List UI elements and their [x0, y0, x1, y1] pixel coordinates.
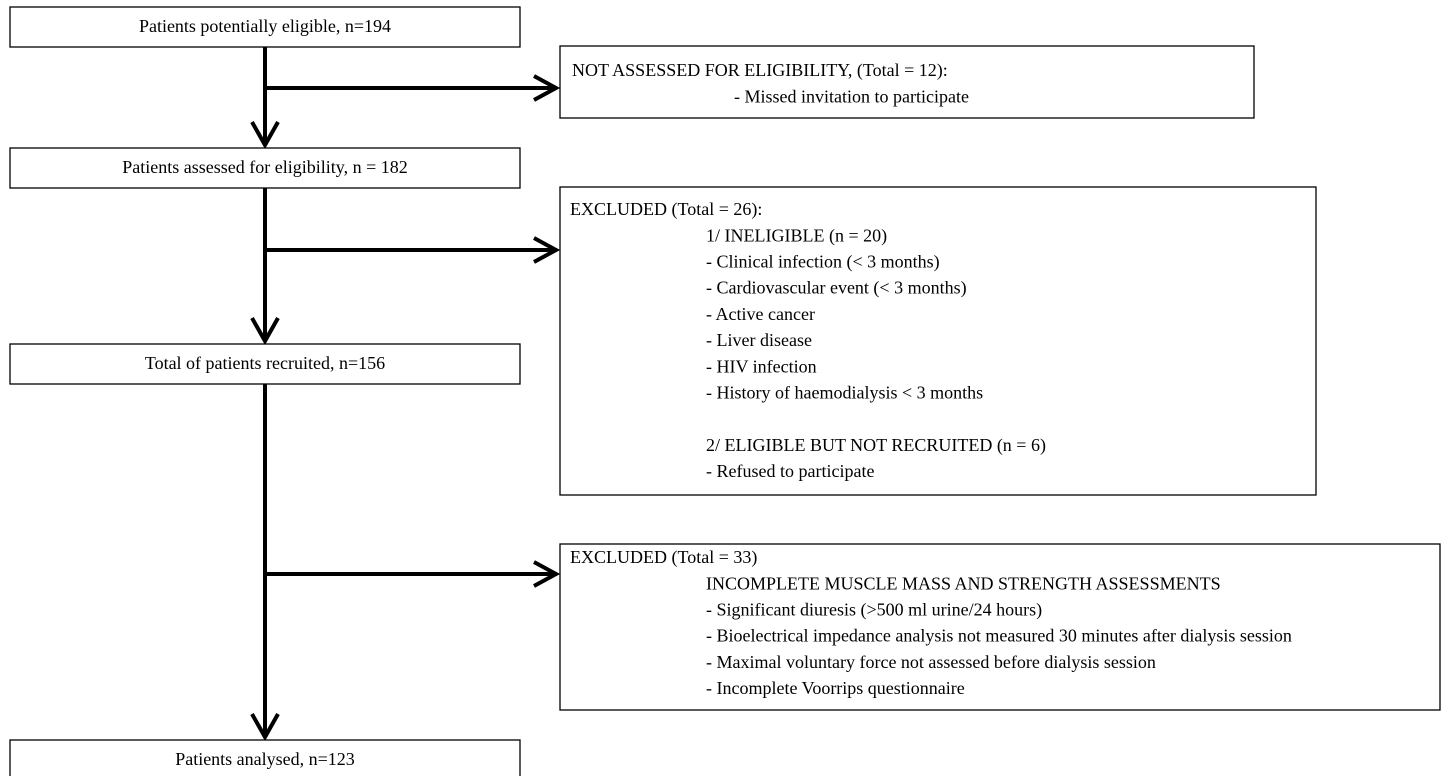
- node-label: Total of patients recruited, n=156: [145, 353, 385, 373]
- arrowhead: [533, 74, 561, 102]
- node-box: [9, 6, 521, 48]
- arrowhead: [250, 317, 280, 346]
- node-label: Patients potentially eligible, n=194: [139, 16, 391, 36]
- exclusion-title: EXCLUDED (Total = 33): [570, 547, 757, 568]
- exclusion-item: - Maximal voluntary force not assessed b…: [706, 652, 1156, 672]
- exclusion-item: - Active cancer: [706, 304, 815, 324]
- exclusion-item: - Significant diuresis (>500 ml urine/24…: [706, 600, 1042, 621]
- exclusion-title: NOT ASSESSED FOR ELIGIBILITY, (Total = 1…: [572, 60, 948, 81]
- exclusion-item: - Incomplete Voorrips questionnaire: [706, 678, 965, 698]
- exclusion-item: - Bioelectrical impedance analysis not m…: [706, 626, 1292, 646]
- exclusion-box: [559, 543, 1441, 711]
- group-heading: 2/ ELIGIBLE BUT NOT RECRUITED (n = 6): [706, 435, 1046, 456]
- exclusion-title: EXCLUDED (Total = 26):: [570, 199, 762, 220]
- exclusion-item: - Cardiovascular event (< 3 months): [706, 278, 967, 299]
- exclusion-item: - Clinical infection (< 3 months): [706, 252, 940, 273]
- node-box: [9, 343, 521, 385]
- arrowhead: [250, 713, 280, 742]
- node-box: [9, 739, 521, 776]
- exclusion-item: - Refused to participate: [706, 461, 874, 481]
- exclusion-box: [559, 186, 1317, 496]
- group-heading: 1/ INELIGIBLE (n = 20): [706, 225, 887, 246]
- arrowhead: [533, 236, 561, 264]
- exclusion-item: - HIV infection: [706, 356, 817, 376]
- exclusion-box: [559, 45, 1255, 119]
- exclusion-item: - Missed invitation to participate: [734, 86, 969, 106]
- arrowhead: [250, 121, 280, 150]
- main-flow: [250, 47, 561, 742]
- node-box: [9, 147, 521, 189]
- node-label: Patients assessed for eligibility, n = 1…: [122, 157, 407, 177]
- exclusion-item: - Liver disease: [706, 330, 812, 350]
- exclusion-item: - History of haemodialysis < 3 months: [706, 383, 983, 403]
- arrowhead: [533, 560, 561, 588]
- node-label: Patients analysed, n=123: [175, 749, 355, 769]
- group-heading: INCOMPLETE MUSCLE MASS AND STRENGTH ASSE…: [706, 573, 1221, 593]
